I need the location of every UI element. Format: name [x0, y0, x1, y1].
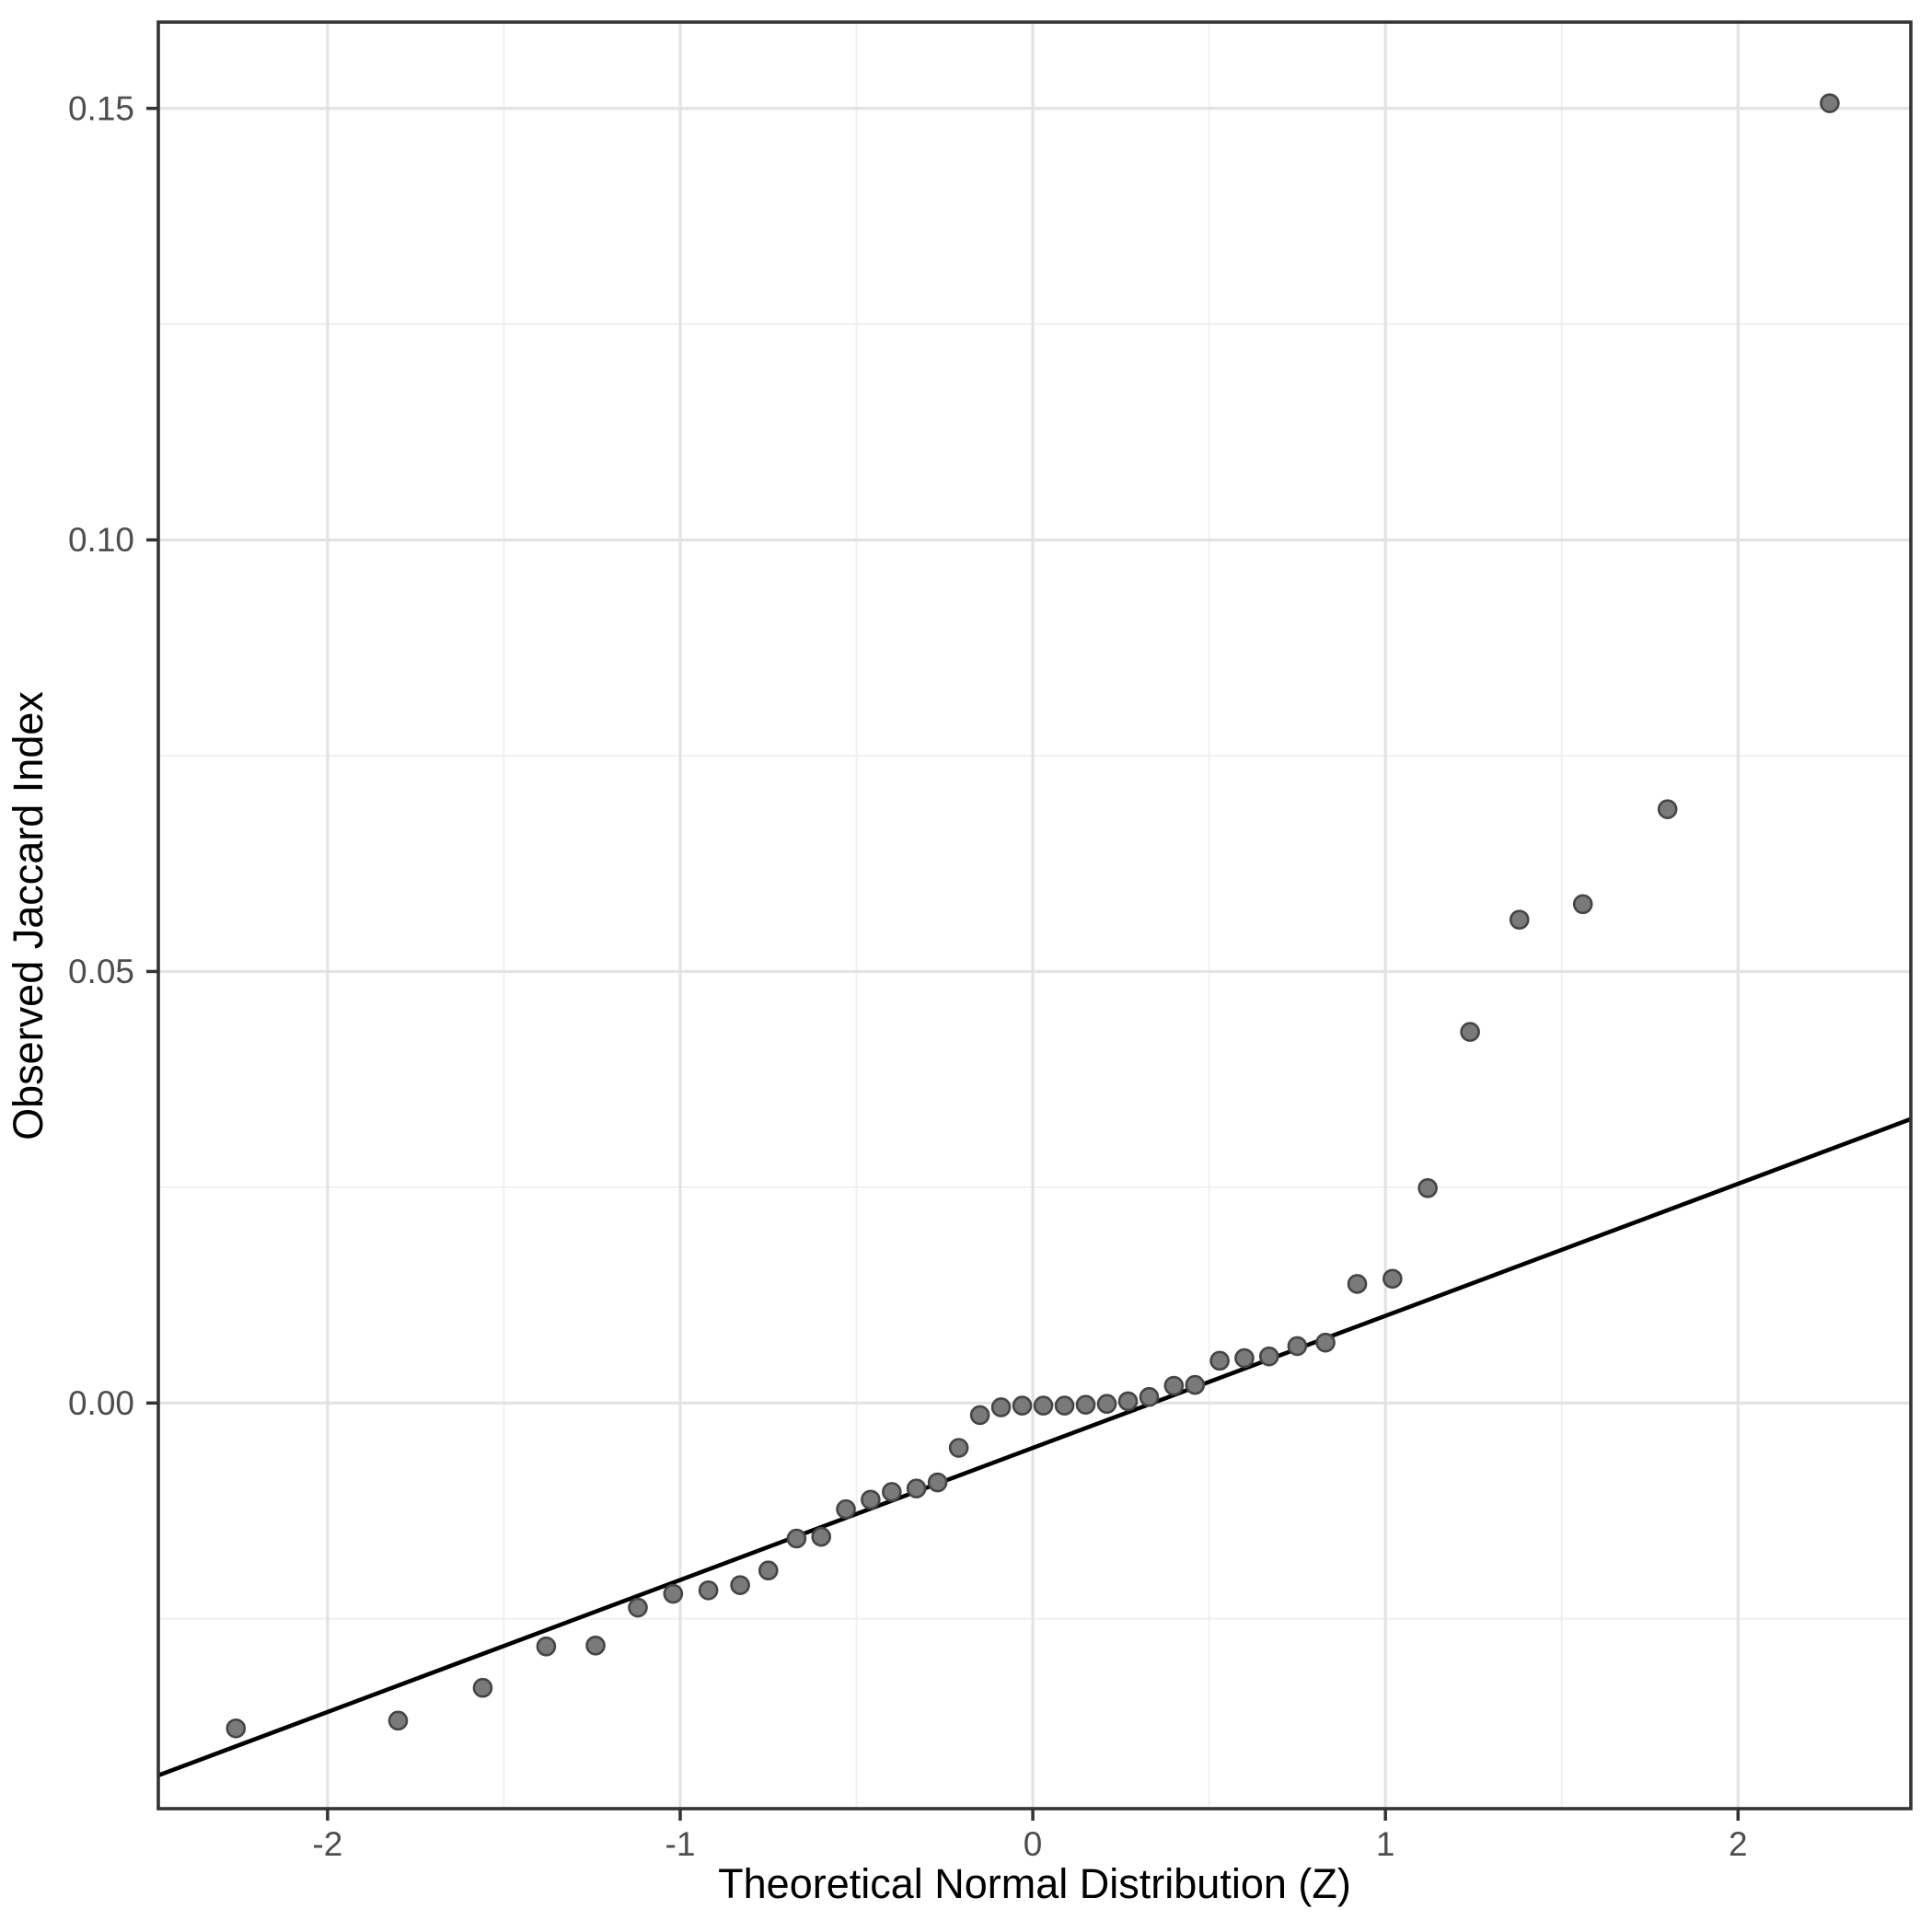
panel-rect — [158, 22, 1911, 1809]
data-point — [663, 1583, 684, 1604]
data-point — [948, 1438, 969, 1458]
axis-tick-labels: -2 -1 0 1 2 0.00 0.05 0.10 0.15 — [68, 89, 1748, 1863]
grid-minor-lines — [158, 22, 1911, 1809]
x-tick-label: -1 — [665, 1825, 696, 1863]
y-tick-label: 0.15 — [68, 89, 134, 127]
data-point — [1054, 1395, 1075, 1416]
qq-data-points — [226, 93, 1840, 1739]
data-point — [927, 1472, 948, 1493]
data-point — [969, 1405, 990, 1426]
qq-reference-line — [158, 1116, 1911, 1777]
x-tick-label: -2 — [312, 1825, 342, 1863]
data-point — [698, 1579, 719, 1601]
data-point — [786, 1528, 807, 1549]
data-point — [861, 1489, 881, 1510]
axis-tick-marks — [146, 107, 1741, 1821]
panel-border-rect — [156, 20, 1913, 1811]
data-point — [1509, 909, 1530, 930]
data-point — [472, 1677, 493, 1698]
data-point — [730, 1575, 750, 1595]
data-point — [628, 1597, 648, 1618]
data-point — [226, 1718, 247, 1739]
data-point — [1185, 1374, 1206, 1395]
data-point — [1139, 1386, 1160, 1407]
y-tick-label: 0.00 — [68, 1384, 134, 1422]
data-point — [1657, 799, 1678, 819]
reference-line — [158, 1116, 1911, 1777]
x-axis-title: Theoretical Normal Distribution (Z) — [718, 1860, 1351, 1907]
data-point — [990, 1397, 1012, 1417]
data-point — [811, 1526, 832, 1547]
data-point — [1258, 1346, 1279, 1367]
data-point — [1163, 1375, 1185, 1396]
data-point — [1820, 93, 1840, 113]
data-point — [1572, 894, 1593, 915]
panel-border — [156, 20, 1913, 1811]
x-tick-label: 1 — [1376, 1825, 1395, 1863]
data-point — [1209, 1350, 1230, 1371]
data-point — [388, 1710, 409, 1731]
data-point — [1287, 1336, 1308, 1357]
data-point — [1033, 1395, 1054, 1416]
x-tick-label: 2 — [1729, 1825, 1748, 1863]
data-point — [758, 1560, 779, 1580]
data-point — [1382, 1268, 1403, 1290]
data-point — [1096, 1394, 1117, 1415]
y-tick-label: 0.10 — [68, 521, 134, 559]
x-tick-label: 0 — [1024, 1825, 1043, 1863]
data-point — [1460, 1022, 1480, 1042]
data-point — [836, 1498, 856, 1520]
data-point — [1075, 1394, 1096, 1415]
data-point — [1012, 1395, 1033, 1416]
panel-background — [158, 22, 1911, 1809]
data-point — [536, 1636, 557, 1657]
data-point — [1347, 1274, 1368, 1294]
data-point — [906, 1478, 927, 1498]
y-axis-title: Observed Jaccard Index — [5, 691, 52, 1140]
data-point — [882, 1482, 902, 1502]
data-point — [1315, 1332, 1336, 1353]
data-point — [1234, 1348, 1255, 1369]
data-point — [1417, 1178, 1438, 1198]
data-point — [1117, 1391, 1139, 1412]
data-point — [585, 1635, 606, 1656]
y-tick-label: 0.05 — [68, 953, 134, 990]
